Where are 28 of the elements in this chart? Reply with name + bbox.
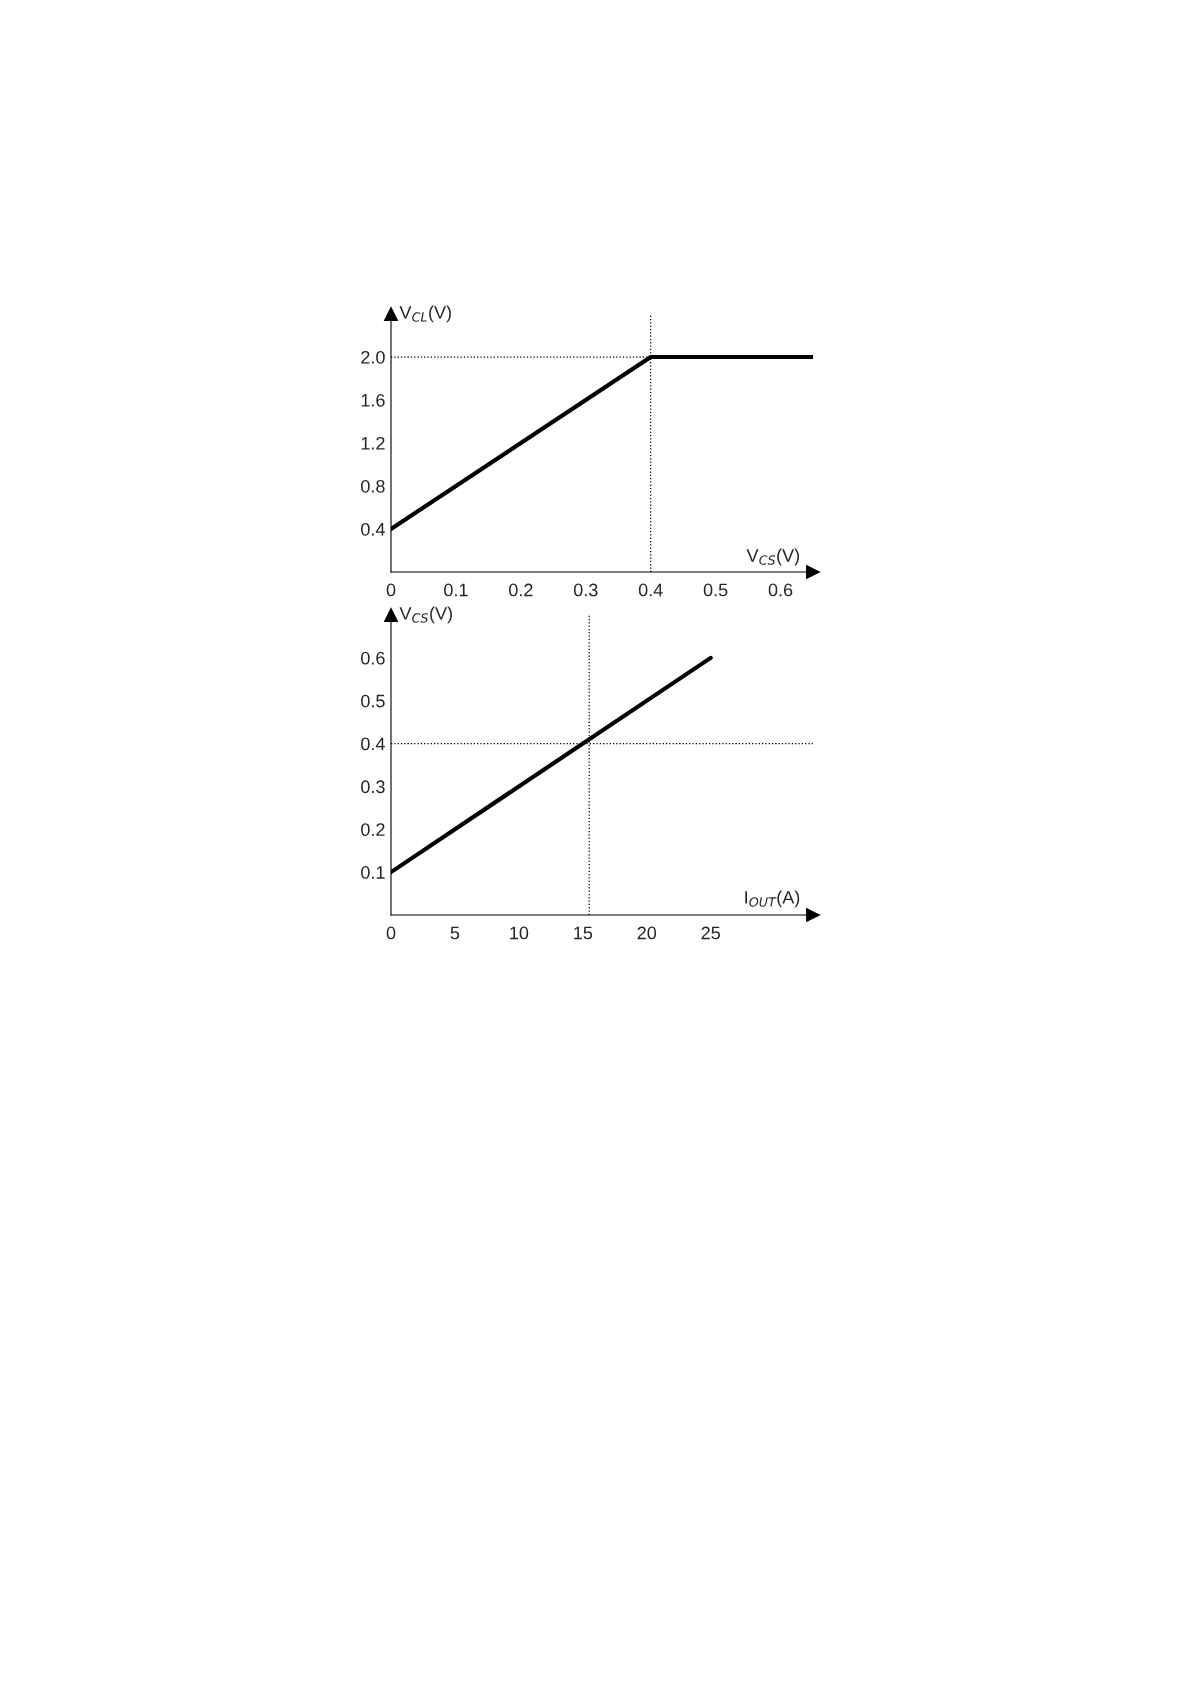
x-axis-title: I$_{OUT}$(A) bbox=[745, 890, 800, 908]
y-axis-title: V$_{CL}$(V) bbox=[399, 305, 451, 323]
x-tick-label: 0.6 bbox=[768, 583, 793, 597]
y-tick-label: 0.1 bbox=[361, 866, 385, 879]
y-tick-label: 1.2 bbox=[361, 436, 385, 450]
x-tick-label: 0.1 bbox=[444, 583, 468, 597]
y-tick-label: 1.6 bbox=[361, 393, 385, 407]
x-tick-label: 20 bbox=[637, 926, 657, 940]
x-tick-label: 0.3 bbox=[573, 583, 598, 597]
x-tick-label: 0 bbox=[386, 583, 396, 597]
y-tick-label: 0.5 bbox=[361, 694, 385, 708]
y-axis-title: V$_{CS}$(V) bbox=[399, 606, 452, 624]
x-tick-label: 0.5 bbox=[703, 583, 728, 597]
x-tick-label: 0.2 bbox=[509, 583, 533, 597]
y-tick-label: 0.4 bbox=[361, 737, 385, 751]
y-tick-label: 0.4 bbox=[361, 522, 385, 536]
x-tick-label: 15 bbox=[574, 926, 593, 940]
y-tick-label: 0.3 bbox=[361, 780, 385, 794]
x-tick-label: 10 bbox=[510, 926, 529, 940]
y-tick-label: 2.0 bbox=[361, 350, 385, 364]
x-tick-label: 5 bbox=[450, 926, 460, 940]
y-tick-label: 0.2 bbox=[361, 823, 385, 837]
y-tick-label: 0.8 bbox=[361, 479, 385, 493]
x-tick-label: 25 bbox=[701, 926, 720, 940]
x-axis-title: V$_{CS}$(V) bbox=[746, 548, 800, 566]
y-tick-label: 0.6 bbox=[361, 651, 385, 665]
x-tick-label: 0.4 bbox=[638, 583, 663, 597]
x-tick-label: 0 bbox=[386, 926, 396, 940]
